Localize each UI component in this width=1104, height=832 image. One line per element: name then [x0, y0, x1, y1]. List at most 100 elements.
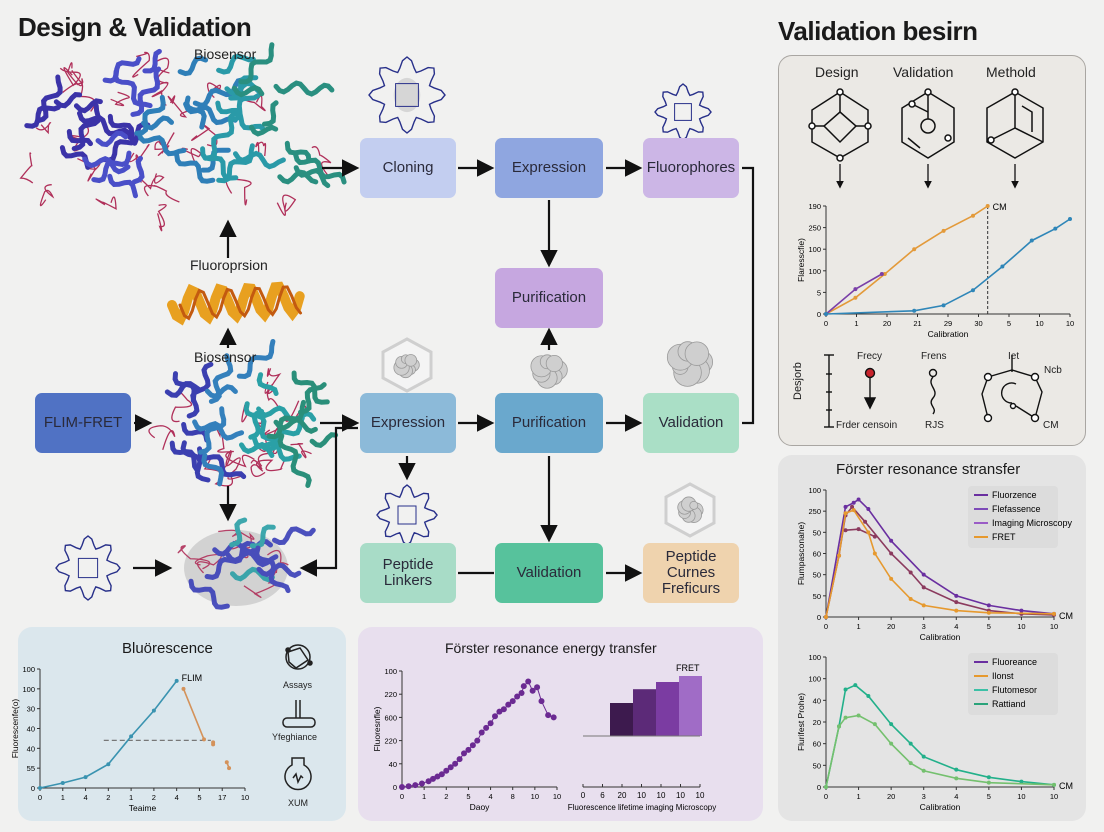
frens-label: Frens	[921, 351, 947, 362]
helix-ribbon	[291, 370, 330, 405]
loop-strand	[143, 184, 180, 203]
series-line	[825, 684, 1055, 788]
loop-strand	[110, 91, 130, 107]
helix-ribbon	[66, 129, 93, 147]
biosensor-protein-top	[19, 42, 347, 232]
assays-icon	[285, 644, 313, 670]
data-point	[882, 272, 887, 277]
loop-strand	[225, 450, 242, 480]
x-tick-label: 2	[444, 792, 448, 801]
data-point	[469, 742, 476, 749]
validation-hexagon-icon	[901, 88, 955, 159]
cloning-box[interactable]: Cloning	[360, 138, 456, 198]
data-point	[106, 762, 111, 767]
molecule-purification	[530, 354, 568, 389]
data-point	[211, 742, 216, 747]
helix-ribbon	[130, 66, 162, 117]
flim-fret-box[interactable]: FLIM-FRET	[35, 393, 131, 453]
helix-ribbon	[273, 417, 318, 435]
data-point	[1019, 608, 1024, 613]
helix-ribbon	[254, 545, 291, 594]
data-point	[908, 597, 913, 602]
purification-box-mid[interactable]: Purification	[495, 393, 603, 453]
helix-ribbon	[204, 384, 238, 399]
helix-ribbon	[243, 401, 281, 444]
fluorophores-box[interactable]: Fluorophores	[643, 138, 739, 198]
helix-ribbon	[231, 84, 265, 98]
y-tick-label: 100	[22, 685, 35, 694]
helix-ribbon	[277, 433, 312, 488]
loop-strand	[156, 203, 167, 232]
helix-ribbon	[167, 281, 305, 326]
x-tick-label: 20	[887, 792, 895, 801]
molecule-validation	[666, 341, 714, 387]
x-tick-label: 21	[913, 319, 921, 328]
bluorescence-panel	[18, 627, 346, 821]
data-point	[465, 746, 472, 753]
data-point	[202, 737, 206, 742]
data-point	[908, 761, 913, 766]
data-point	[921, 603, 926, 608]
loop-strand	[59, 67, 81, 87]
helix-ribbon	[309, 432, 339, 449]
chart-bluorescence: 0 55 40 40 30 100 100 0 1 4 2 1 2 4 5 17 10 Teaime Fluores…	[10, 665, 249, 813]
x-tick-label: 4	[954, 622, 958, 631]
helix-ribbon	[91, 150, 132, 184]
helix-ribbon	[208, 353, 234, 404]
ring-inner	[674, 103, 692, 121]
peptide-linkers-box[interactable]: Peptide Linkers	[360, 543, 456, 603]
loop-strand	[177, 544, 211, 570]
y-tick-label: 250	[808, 507, 821, 516]
ring-outline	[654, 83, 712, 141]
helix-ribbon	[251, 436, 302, 462]
helix-ribbon	[236, 339, 276, 380]
x-tick-label: 6	[600, 791, 605, 800]
molecule-peptide-core	[677, 496, 704, 523]
ring-inner	[397, 505, 417, 525]
data-point	[461, 750, 467, 757]
data-point	[856, 713, 861, 718]
loop-strand	[167, 95, 200, 118]
x-tick-label: 5	[466, 792, 470, 801]
helix-ribbon	[293, 151, 347, 185]
data-point	[425, 778, 432, 785]
loop-strand	[250, 459, 266, 478]
fluoroprsion-helix	[167, 281, 305, 326]
helix-ribbon	[177, 55, 209, 77]
helix-ribbon	[113, 68, 153, 109]
x-tick-label: 2	[152, 793, 156, 802]
data-point	[856, 527, 861, 532]
validation-box-bottom[interactable]: Validation	[495, 543, 603, 603]
data-point	[843, 504, 848, 509]
loop-strand	[19, 152, 34, 184]
y-tick-label: 100	[808, 486, 821, 495]
peptide-curnes-box[interactable]: Peptide Curnes Freficurs	[643, 543, 739, 603]
y-tick-label: 5	[817, 288, 821, 297]
purification-box-top[interactable]: Purification	[495, 268, 603, 328]
fluoroprsion-label: Fluoroprsion	[190, 257, 268, 273]
helix-ribbon	[141, 115, 174, 131]
x-tick-label: 1	[854, 319, 858, 328]
annotation: CM	[1059, 781, 1073, 791]
validation-box-mid[interactable]: Validation	[643, 393, 739, 453]
data-point	[889, 722, 894, 727]
data-point	[908, 741, 913, 746]
helix-ribbon	[184, 95, 207, 130]
data-point	[872, 534, 877, 539]
x-axis-label: Teaime	[129, 803, 157, 813]
helix-ribbon	[107, 113, 138, 146]
expression-label: Expression	[370, 414, 446, 431]
series-line	[401, 680, 554, 788]
helix-ribbon	[256, 405, 317, 424]
y-tick-label: 220	[384, 690, 397, 699]
expression-box-mid[interactable]: Expression	[360, 393, 456, 453]
purification-label: Purification	[511, 289, 587, 306]
peptide-curnes-label: Peptide Curnes Freficurs	[661, 548, 721, 597]
data-point	[889, 538, 894, 543]
x-tick-label: 10	[1050, 622, 1058, 631]
fluorophores-ring-icon	[654, 83, 712, 141]
x-tick-label: 1	[422, 792, 426, 801]
validation-label: Validation	[516, 564, 582, 581]
expression-box-top[interactable]: Expression	[495, 138, 603, 198]
x-tick-label: 0	[581, 791, 586, 800]
